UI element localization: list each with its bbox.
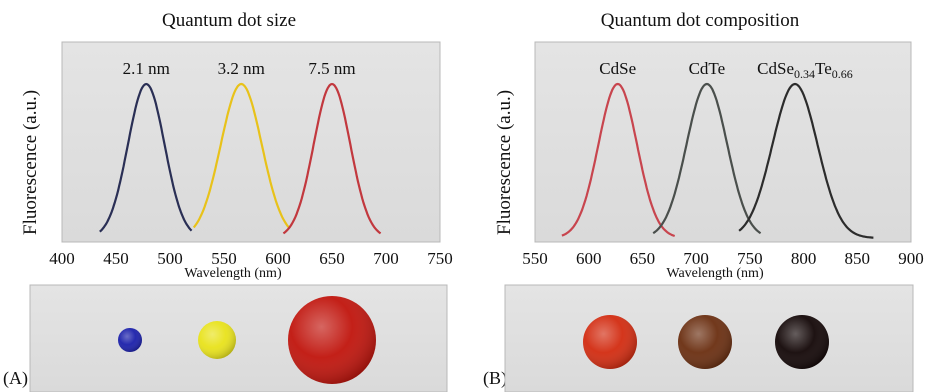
chart-a-panel-label: (A)	[3, 368, 28, 388]
chart-b-xtick-label: 800	[791, 249, 817, 268]
chart-a-quantum-dot-shading	[288, 296, 376, 384]
chart-b-xlabel: Wavelength (nm)	[666, 266, 764, 281]
chart-b-quantum-dot-shading	[583, 315, 637, 369]
chart-a-series-line	[99, 82, 193, 233]
chart-b-quantum-dot-shading	[775, 315, 829, 369]
chart-a-plot-area	[61, 41, 441, 243]
chart-a-xtick-label: 650	[319, 249, 345, 268]
chart-b-series-line	[561, 82, 676, 238]
chart-a-xtick-label: 550	[211, 249, 237, 268]
chart-a-xtick-label: 750	[427, 249, 453, 268]
chart-a-series-line	[282, 82, 382, 235]
chart-a-series-line	[192, 82, 290, 229]
chart-a-xtick-label: 600	[265, 249, 291, 268]
chart-b-quantum-dot-shading	[678, 315, 732, 369]
chart-b-xtick-label: 850	[845, 249, 871, 268]
chart-b-xtick-label: 750	[737, 249, 763, 268]
chart-a-xtick-label: 450	[103, 249, 129, 268]
chart-b-series-label: CdSe0.34Te0.66	[757, 59, 853, 81]
chart-a-quantum-dot-shading	[118, 328, 142, 352]
chart-b-xtick-label: 600	[576, 249, 602, 268]
chart-a-xlabel: Wavelength (nm)	[184, 266, 282, 281]
chart-b-panel-label: (B)	[483, 368, 507, 388]
chart-a-xtick-label: 500	[157, 249, 183, 268]
chart-a-series-label: 2.1 nm	[123, 59, 170, 78]
chart-a-quantum-dot-shading	[198, 321, 236, 359]
chart-b-xtick-label: 550	[522, 249, 548, 268]
chart-b-xtick-label: 650	[630, 249, 656, 268]
chart-b-series-line	[652, 82, 762, 235]
chart-a-dot-panel	[29, 284, 448, 392]
chart-b-xtick-label: 700	[683, 249, 709, 268]
chart-a-xtick-label: 700	[373, 249, 399, 268]
chart-b-series-label: CdSe	[599, 59, 636, 78]
chart-b-series-label: CdTe	[689, 59, 726, 78]
chart-b-xtick-label: 900	[898, 249, 924, 268]
chart-a-title: Quantum dot size	[161, 10, 297, 31]
chart-a-xtick-label: 400	[49, 249, 75, 268]
chart-b-title: Quantum dot composition	[600, 10, 800, 31]
chart-a-series-label: 7.5 nm	[308, 59, 355, 78]
chart-b-series-line	[738, 82, 874, 239]
chart-a-series-label: 3.2 nm	[218, 59, 265, 78]
chart-b-plot-area	[534, 41, 912, 243]
